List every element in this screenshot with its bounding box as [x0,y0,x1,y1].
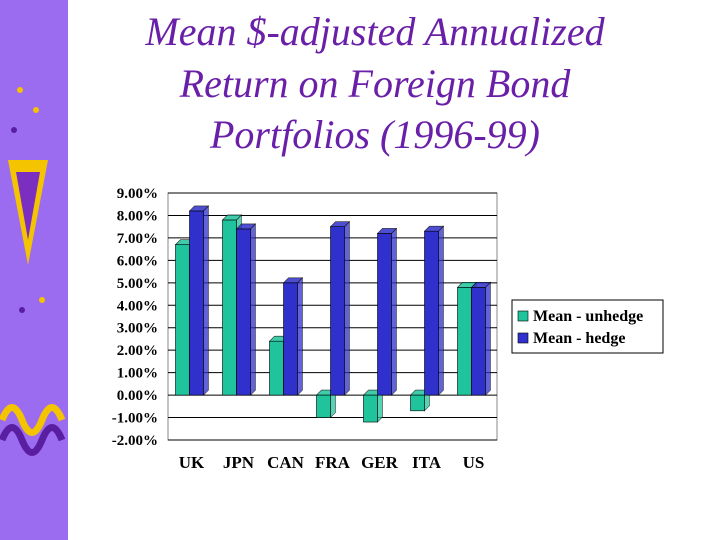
y-tick-label: -2.00% [112,433,158,449]
bar [330,226,345,396]
title-line: Return on Foreign Bond [179,61,572,106]
bar [283,282,298,396]
legend-label: Mean - hedge [533,330,625,347]
legend [511,299,664,354]
x-tick-label: FRA [315,453,351,472]
bar [457,287,472,396]
y-tick-label: 4.00% [117,298,158,314]
bar-top [188,205,210,212]
x-tick-label: US [463,453,485,472]
bar-side [297,277,303,396]
bar-side [438,225,444,396]
bar-side [203,205,209,396]
y-tick-label: 1.00% [117,366,158,382]
bar-top [423,225,445,232]
bar [175,244,190,396]
title-line: Mean $-adjusted Annualized [144,9,605,54]
legend-swatch [517,332,529,344]
x-tick-label: JPN [223,453,255,472]
y-tick-label: 8.00% [117,208,158,224]
bar [222,219,237,396]
bar-side [250,223,256,396]
y-tick-label: 5.00% [117,276,158,292]
decoration [0,87,66,456]
legend-label: Mean - unhedge [533,308,643,325]
bar-top [282,277,304,284]
y-tick-label: 3.00% [117,321,158,337]
y-tick-label: 7.00% [117,231,158,247]
legend-swatch [517,310,529,322]
y-tick-label: -1.00% [112,411,158,427]
side-stripe [0,0,68,540]
x-tick-label: ITA [412,453,442,472]
bar [236,228,251,396]
bar-side [391,227,397,396]
bar [424,230,439,396]
bar [377,233,392,396]
bar-top [376,228,398,234]
bar-side [485,281,491,396]
bar-top [235,223,257,230]
bar [316,394,331,418]
bar [363,394,378,423]
bar [269,340,284,396]
x-tick-label: GER [361,453,399,472]
bar-top [221,214,243,221]
bar-top [329,221,351,227]
y-tick-label: 2.00% [117,343,158,359]
x-tick-label: CAN [267,453,305,472]
bar-top [470,282,492,288]
y-tick-label: 6.00% [117,253,158,269]
y-tick-label: 0.00% [117,388,158,404]
x-tick-label: UK [179,453,205,472]
title-line: Portfolios (1996-99) [209,112,540,157]
bar [189,210,204,396]
y-tick-label: 9.00% [117,186,158,202]
bar [471,287,486,396]
bar-side [344,220,350,396]
bar [410,394,425,412]
